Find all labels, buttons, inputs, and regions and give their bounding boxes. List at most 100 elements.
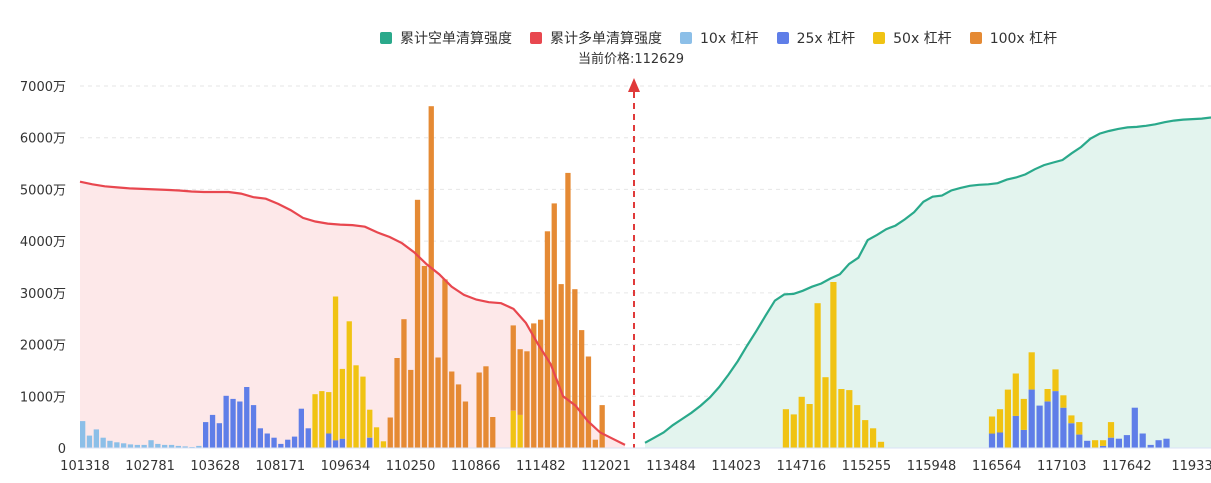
bar-50x [1004, 389, 1011, 448]
bar-10x [107, 440, 113, 448]
y-tick-label: 5000万 [20, 183, 66, 198]
x-tick-label: 108171 [256, 459, 306, 474]
bar-50x [332, 296, 339, 441]
bar-50x [798, 396, 805, 448]
legend-label: 100x 杠杆 [989, 31, 1058, 47]
x-tick-label: 102781 [125, 459, 175, 474]
bar-100x [585, 356, 592, 448]
bar-25x [203, 422, 209, 448]
bar-50x [517, 414, 523, 448]
bar-25x [244, 387, 250, 448]
bar-10x [141, 444, 147, 448]
bar-50x [1060, 395, 1067, 408]
bar-25x [1060, 407, 1067, 448]
x-tick-label: 103628 [190, 459, 240, 474]
current-price-arrow [628, 78, 640, 92]
legend-item-10x[interactable]: 10x 杠杆 [680, 27, 759, 49]
legend-item-short-cumulative[interactable]: 累计空单清算强度 [380, 27, 512, 49]
bar-25x [332, 440, 339, 448]
bar-50x [870, 428, 877, 448]
bar-25x [1036, 405, 1043, 448]
bar-100x [531, 323, 537, 448]
bar-100x [394, 358, 400, 448]
bar-25x [1068, 423, 1075, 448]
bar-25x [1084, 440, 1091, 448]
bar-25x [250, 405, 257, 448]
bar-50x [822, 377, 829, 448]
bar-50x [877, 441, 885, 448]
bar-25x [326, 433, 332, 448]
legend-item-25x[interactable]: 25x 杠杆 [776, 27, 855, 49]
bar-50x [988, 416, 996, 434]
bar-50x [373, 427, 380, 448]
bar-10x [114, 442, 120, 448]
bar-25x [298, 408, 304, 448]
bar-50x [862, 420, 869, 448]
bar-100x [414, 199, 421, 448]
bar-25x [223, 395, 229, 448]
bar-100x [408, 369, 414, 448]
chart-legend: 累计空单清算强度 累计多单清算强度 10x 杠杆 25x 杠杆 50x 杠杆 1… [0, 27, 1211, 49]
bar-100x [462, 401, 469, 448]
bar-50x [339, 368, 345, 439]
bar-100x [387, 417, 393, 448]
bar-50x [1028, 352, 1035, 390]
legend-swatch-10x [680, 32, 692, 44]
bar-100x [455, 384, 462, 448]
y-tick-label: 6000万 [20, 132, 66, 147]
legend-label: 累计空单清算强度 [400, 31, 512, 47]
bar-50x [1044, 389, 1051, 402]
bar-100x [421, 266, 428, 448]
short-cumulative-line [644, 116, 1211, 444]
bar-100x [579, 330, 585, 448]
bar-50x [838, 389, 845, 448]
legend-item-100x[interactable]: 100x 杠杆 [969, 27, 1058, 49]
bar-25x [1131, 407, 1138, 448]
bar-25x [1107, 437, 1115, 448]
x-tick-label: 117103 [1037, 459, 1087, 474]
bar-25x [1115, 438, 1122, 448]
bar-50x [806, 404, 813, 448]
bar-25x [1139, 433, 1146, 448]
legend-label: 累计多单清算强度 [550, 31, 662, 47]
bar-50x [996, 409, 1004, 433]
bar-10x [196, 445, 202, 448]
bar-50x [326, 392, 332, 434]
bar-10x [155, 443, 161, 448]
bar-25x [1123, 435, 1130, 448]
bar-100x [401, 319, 407, 448]
bar-50x [360, 376, 366, 448]
bar-25x [1100, 445, 1107, 448]
bar-25x [291, 436, 298, 448]
bar-50x [1020, 398, 1027, 430]
bar-10x [162, 444, 168, 448]
bar-50x [312, 394, 318, 448]
bar-100x [551, 203, 557, 448]
x-tick-label: 101318 [60, 459, 110, 474]
legend-item-long-cumulative[interactable]: 累计多单清算强度 [530, 27, 662, 49]
bar-25x [257, 428, 263, 448]
x-tick-label: 115948 [907, 459, 957, 474]
bar-100x [517, 349, 523, 415]
bar-25x [305, 428, 311, 448]
bar-50x [846, 390, 853, 448]
bar-50x [814, 303, 821, 448]
legend-swatch-50x [873, 32, 886, 44]
bar-25x [264, 433, 270, 448]
legend-label: 50x 杠杆 [893, 31, 952, 47]
legend-item-50x[interactable]: 50x 杠杆 [873, 27, 952, 49]
bar-100x [572, 289, 578, 448]
bar-25x [237, 401, 243, 448]
bar-25x [367, 437, 373, 448]
bar-25x [271, 437, 277, 448]
x-tick-label: 110250 [386, 459, 436, 474]
bar-50x [1012, 373, 1019, 416]
x-tick-label: 11933 [1171, 459, 1211, 474]
bar-100x [565, 172, 571, 448]
bar-25x [278, 443, 284, 448]
bar-25x [285, 439, 291, 448]
x-tick-label: 117642 [1102, 459, 1152, 474]
bar-100x [558, 284, 564, 448]
